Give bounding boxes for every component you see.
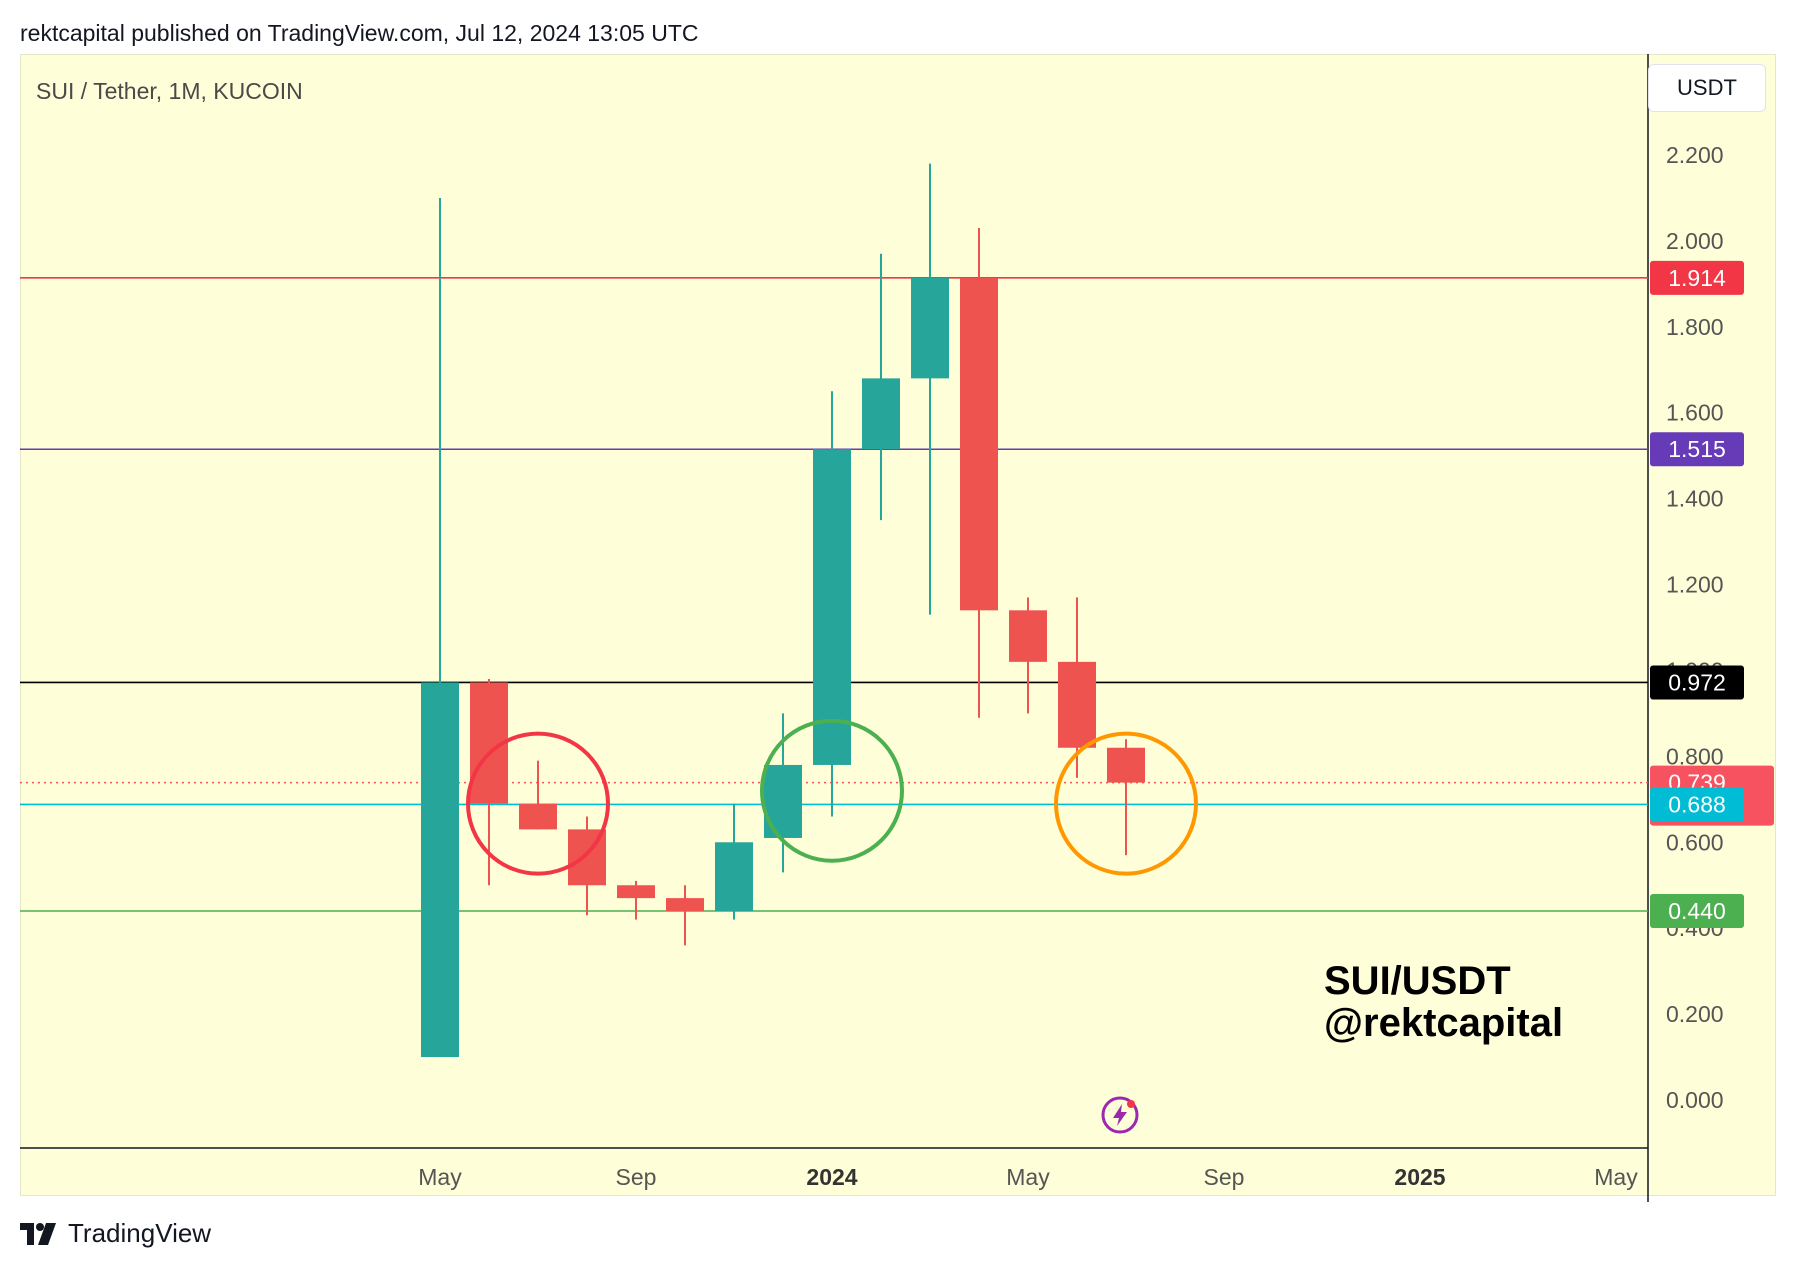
price-label: 1.914 [1668,265,1726,291]
tradingview-brand[interactable]: TradingView [20,1218,211,1249]
price-label-box [1650,432,1744,467]
candle-body[interactable] [666,898,704,911]
price-label-box [1650,665,1744,700]
candle-body[interactable] [519,803,557,830]
x-tick-label: Sep [616,1164,657,1190]
candle-body[interactable] [617,885,655,899]
chart-area[interactable] [20,54,1776,1196]
x-tick-label: May [418,1164,462,1190]
x-tick-label: 2025 [1394,1164,1445,1190]
y-tick-label: 2.200 [1666,142,1724,168]
currency-button[interactable]: USDT [1648,64,1766,112]
price-label: 0.440 [1668,898,1726,924]
published-info: rektcapital published on TradingView.com… [20,20,699,46]
candle-body[interactable] [764,764,802,838]
price-label: 0.972 [1668,669,1726,695]
candle-body[interactable] [911,277,949,379]
price-label: 0.688 [1668,791,1726,817]
y-tick-label: 1.200 [1666,572,1724,598]
candle-body[interactable] [421,682,459,1058]
y-tick-label: 2.000 [1666,228,1724,254]
candle-body[interactable] [813,449,851,765]
price-label-box [1650,260,1744,295]
candle-body[interactable] [960,277,998,611]
annotation-circle [760,718,904,863]
x-tick-label: May [1006,1164,1050,1190]
y-tick-label: 0.800 [1666,743,1724,769]
lightning-icon[interactable] [1100,1095,1140,1135]
price-label: 1.515 [1668,436,1726,462]
y-tick-label: 0.600 [1666,829,1724,855]
tradingview-name: TradingView [68,1218,212,1248]
y-tick-label: 0.200 [1666,1001,1724,1027]
price-label-box [1650,894,1744,928]
watermark-author: @rektcapital [1324,1001,1564,1045]
candle-body[interactable] [1107,747,1145,783]
chart-title[interactable]: SUI / Tether, 1M, KUCOIN [36,78,303,104]
candle-body[interactable] [715,842,753,911]
y-tick-label: 1.400 [1666,486,1724,512]
y-tick-label: 1.800 [1666,314,1724,340]
tradingview-logo-icon [20,1222,56,1245]
x-tick-label: 2024 [806,1164,857,1190]
candle-body[interactable] [862,378,900,450]
candle-body[interactable] [1009,610,1047,662]
y-tick-label: 1.600 [1666,400,1724,426]
watermark: SUI/USDT @rektcapital [1324,960,1563,1044]
x-tick-label: Sep [1204,1164,1245,1190]
annotation-circle [1054,731,1198,876]
price-label-box [1650,787,1744,822]
x-tick-label: May [1594,1164,1638,1190]
annotation-circle [466,731,610,876]
y-tick-label: 0.000 [1666,1087,1724,1113]
watermark-pair: SUI/USDT [1324,959,1511,1003]
candle-body[interactable] [1058,661,1096,748]
